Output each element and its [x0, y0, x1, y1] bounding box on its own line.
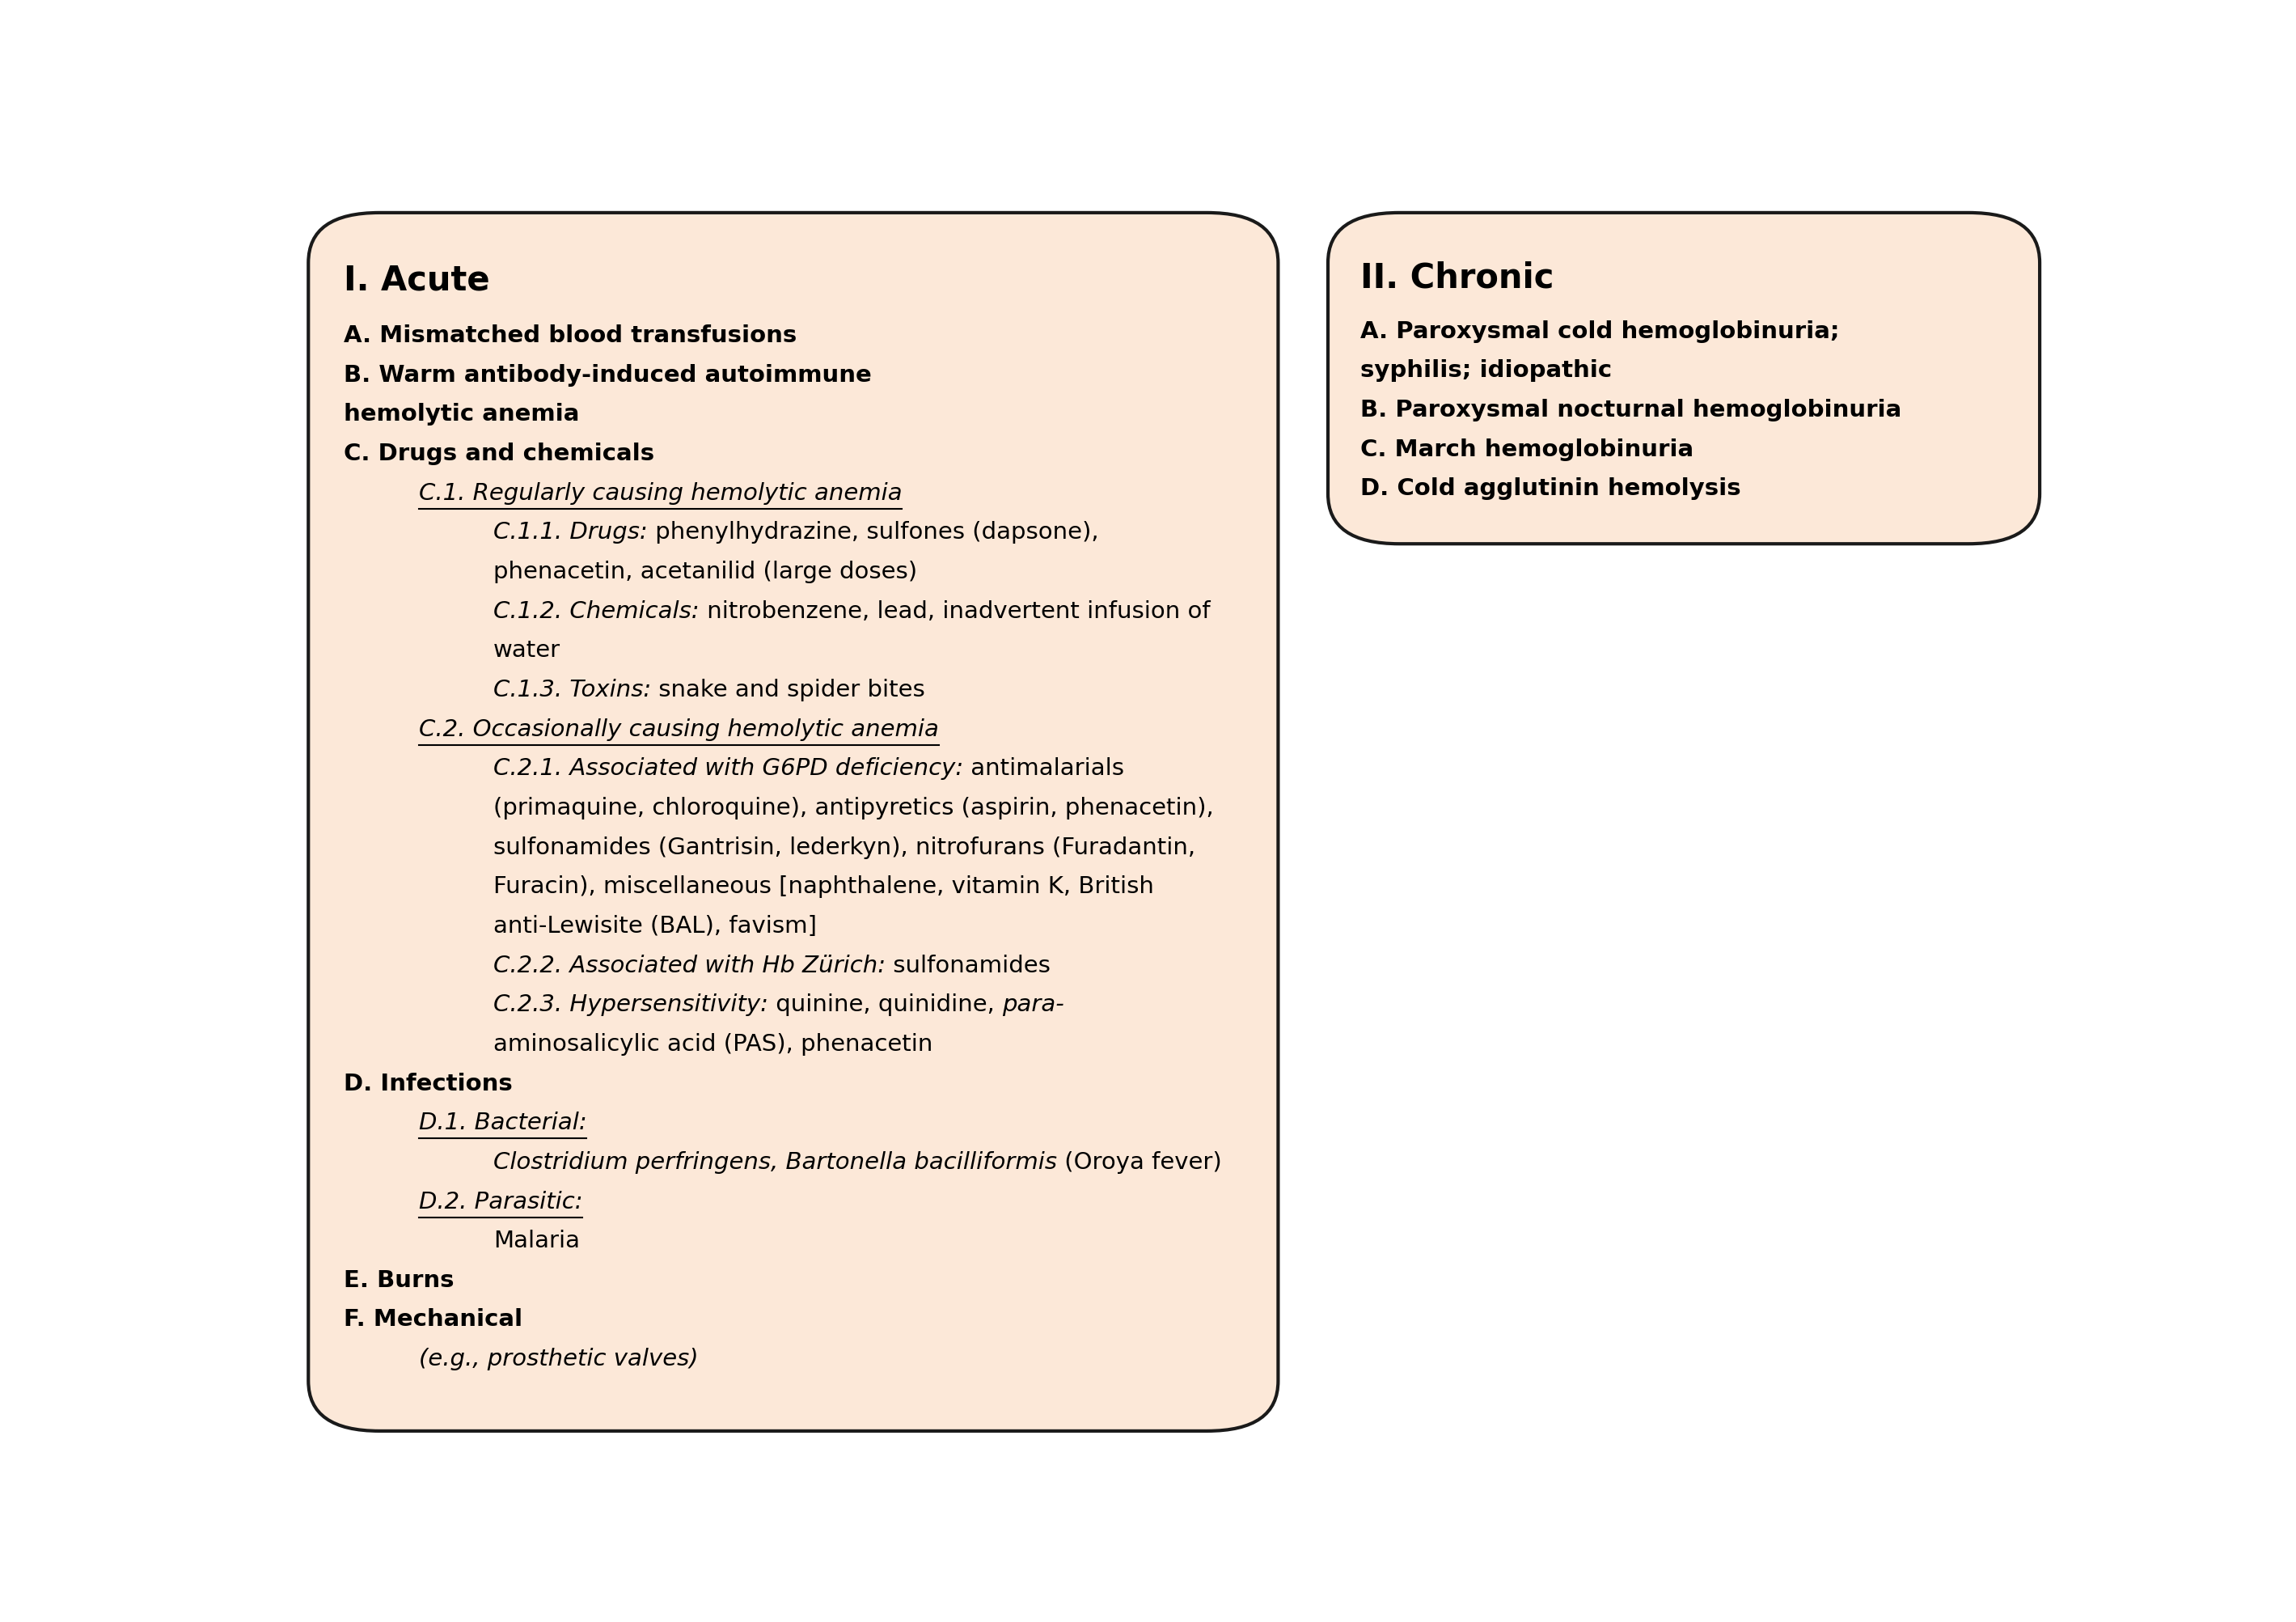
- Text: D.1. Bacterial:: D.1. Bacterial:: [418, 1111, 588, 1134]
- Text: sulfonamides (Gantrisin, lederkyn), nitrofurans (Furadantin,: sulfonamides (Gantrisin, lederkyn), nitr…: [494, 835, 1196, 858]
- Text: hemolytic anemia: hemolytic anemia: [344, 402, 579, 425]
- Text: sulfonamides: sulfonamides: [886, 954, 1052, 976]
- Text: aminosalicylic acid (PAS), phenacetin: aminosalicylic acid (PAS), phenacetin: [494, 1033, 932, 1054]
- Text: (e.g., prosthetic valves): (e.g., prosthetic valves): [418, 1348, 698, 1371]
- Text: C.2.1. Associated with G6PD deficiency:: C.2.1. Associated with G6PD deficiency:: [494, 757, 964, 780]
- Text: anti-Lewisite (BAL), favism]: anti-Lewisite (BAL), favism]: [494, 915, 817, 938]
- Text: water: water: [494, 639, 560, 662]
- Text: phenacetin, acetanilid (large doses): phenacetin, acetanilid (large doses): [494, 560, 918, 582]
- Text: D. Cold agglutinin hemolysis: D. Cold agglutinin hemolysis: [1359, 477, 1740, 500]
- Text: A. Mismatched blood transfusions: A. Mismatched blood transfusions: [344, 324, 797, 347]
- Text: para-: para-: [1003, 993, 1065, 1015]
- Text: B. Warm antibody-induced autoimmune: B. Warm antibody-induced autoimmune: [344, 363, 872, 386]
- Text: C.1.1. Drugs:: C.1.1. Drugs:: [494, 521, 647, 543]
- Text: I. Acute: I. Acute: [344, 263, 489, 297]
- Text: F. Mechanical: F. Mechanical: [344, 1307, 523, 1330]
- Text: A. Paroxysmal cold hemoglobinuria;: A. Paroxysmal cold hemoglobinuria;: [1359, 320, 1839, 342]
- Text: C.1. Regularly causing hemolytic anemia: C.1. Regularly causing hemolytic anemia: [418, 482, 902, 504]
- Text: B. Paroxysmal nocturnal hemoglobinuria: B. Paroxysmal nocturnal hemoglobinuria: [1359, 399, 1901, 422]
- Text: Clostridium perfringens, Bartonella bacilliformis: Clostridium perfringens, Bartonella baci…: [494, 1150, 1056, 1173]
- Text: (Oroya fever): (Oroya fever): [1056, 1150, 1221, 1173]
- Text: C.2.2. Associated with Hb Zürich:: C.2.2. Associated with Hb Zürich:: [494, 954, 886, 976]
- Text: (primaquine, chloroquine), antipyretics (aspirin, phenacetin),: (primaquine, chloroquine), antipyretics …: [494, 796, 1215, 819]
- Text: D. Infections: D. Infections: [344, 1072, 512, 1095]
- Text: C.2.3. Hypersensitivity:: C.2.3. Hypersensitivity:: [494, 993, 769, 1015]
- Text: C.1.2. Chemicals:: C.1.2. Chemicals:: [494, 600, 700, 623]
- FancyBboxPatch shape: [1327, 214, 2039, 545]
- Text: Malaria: Malaria: [494, 1229, 581, 1252]
- Text: D.2. Parasitic:: D.2. Parasitic:: [418, 1191, 583, 1213]
- Text: phenylhydrazine, sulfones (dapsone),: phenylhydrazine, sulfones (dapsone),: [647, 521, 1100, 543]
- Text: E. Burns: E. Burns: [344, 1268, 455, 1291]
- Text: antimalarials: antimalarials: [964, 757, 1125, 780]
- Text: quinine, quinidine,: quinine, quinidine,: [769, 993, 1003, 1015]
- Text: nitrobenzene, lead, inadvertent infusion of: nitrobenzene, lead, inadvertent infusion…: [700, 600, 1210, 623]
- FancyBboxPatch shape: [308, 214, 1279, 1431]
- Text: II. Chronic: II. Chronic: [1359, 261, 1554, 295]
- Text: C.2. Occasionally causing hemolytic anemia: C.2. Occasionally causing hemolytic anem…: [418, 717, 939, 740]
- Text: C. Drugs and chemicals: C. Drugs and chemicals: [344, 443, 654, 466]
- Text: Furacin), miscellaneous [naphthalene, vitamin K, British: Furacin), miscellaneous [naphthalene, vi…: [494, 876, 1155, 897]
- Text: syphilis; idiopathic: syphilis; idiopathic: [1359, 358, 1612, 381]
- Text: C.1.3. Toxins:: C.1.3. Toxins:: [494, 678, 652, 701]
- Text: C. March hemoglobinuria: C. March hemoglobinuria: [1359, 438, 1692, 461]
- Text: snake and spider bites: snake and spider bites: [652, 678, 925, 701]
